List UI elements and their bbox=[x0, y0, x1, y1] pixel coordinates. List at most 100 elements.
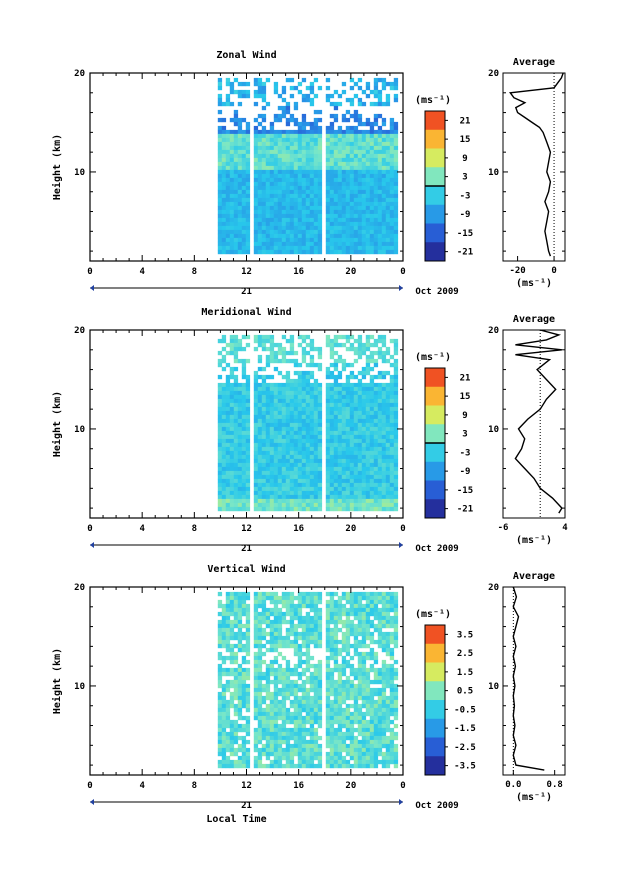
heatmap-cell bbox=[317, 751, 323, 757]
heatmap-cell bbox=[265, 245, 271, 251]
heatmap-cell bbox=[345, 137, 351, 143]
heatmap-cell bbox=[373, 450, 379, 456]
heatmap-cell bbox=[237, 125, 243, 131]
heatmap-cell bbox=[333, 631, 339, 637]
heatmap-cell bbox=[253, 133, 259, 139]
heatmap-cell bbox=[265, 667, 271, 673]
heatmap-cell bbox=[393, 149, 399, 155]
heatmap-cell bbox=[325, 221, 331, 227]
heatmap-cell bbox=[357, 470, 363, 476]
heatmap-cell bbox=[385, 165, 391, 171]
heatmap-cell bbox=[289, 498, 295, 504]
heatmap-cell bbox=[349, 711, 355, 717]
heatmap-cell bbox=[285, 639, 291, 645]
heatmap-cell bbox=[237, 398, 243, 404]
heatmap-cell bbox=[377, 201, 383, 207]
heatmap-cell bbox=[353, 635, 359, 641]
heatmap-cell bbox=[285, 233, 291, 239]
heatmap-cell bbox=[265, 466, 271, 472]
heatmap-cell bbox=[281, 241, 287, 247]
heatmap-cell bbox=[221, 699, 227, 705]
heatmap-cell bbox=[325, 751, 331, 757]
heatmap-cell bbox=[277, 619, 283, 625]
heatmap-cell bbox=[341, 482, 347, 488]
heatmap-cell bbox=[345, 663, 351, 669]
heatmap-cell bbox=[337, 354, 343, 360]
heatmap-cell bbox=[265, 631, 271, 637]
heatmap-cell bbox=[301, 390, 307, 396]
heatmap-cell bbox=[353, 494, 359, 500]
heatmap-cell bbox=[233, 145, 239, 151]
heatmap-cell bbox=[357, 671, 363, 677]
heatmap-cell bbox=[253, 478, 259, 484]
heatmap-cell bbox=[341, 603, 347, 609]
heatmap-cell bbox=[353, 611, 359, 617]
heatmap-cell bbox=[365, 627, 371, 633]
heatmap-cell bbox=[225, 591, 231, 597]
heatmap-cell bbox=[281, 382, 287, 388]
heatmap-cell bbox=[325, 647, 331, 653]
heatmap-cell bbox=[357, 169, 363, 175]
heatmap-cell bbox=[333, 173, 339, 179]
heatmap-cell bbox=[277, 450, 283, 456]
heatmap-cell bbox=[381, 494, 387, 500]
heatmap-cell bbox=[261, 390, 267, 396]
heatmap-cell bbox=[289, 410, 295, 416]
heatmap-cell bbox=[349, 735, 355, 741]
heatmap-cell bbox=[289, 615, 295, 621]
heatmap-cell bbox=[345, 209, 351, 215]
heatmap-cell bbox=[273, 731, 279, 737]
heatmap-cell bbox=[313, 169, 319, 175]
colorbar-tick-label: -15 bbox=[457, 229, 473, 239]
heatmap-cell bbox=[377, 410, 383, 416]
heatmap-cell bbox=[285, 189, 291, 195]
heatmap-cell bbox=[221, 145, 227, 151]
heatmap-cell bbox=[365, 462, 371, 468]
heatmap-cell bbox=[381, 402, 387, 408]
heatmap-cell bbox=[241, 695, 247, 701]
heatmap-cell bbox=[349, 470, 355, 476]
heatmap-cell bbox=[217, 442, 223, 448]
heatmap-cell bbox=[333, 599, 339, 605]
heatmap-cell bbox=[305, 350, 311, 356]
heatmap-cell bbox=[273, 494, 279, 500]
heatmap-cell bbox=[261, 454, 267, 460]
heatmap-cell bbox=[377, 334, 383, 340]
heatmap-cell bbox=[245, 671, 251, 677]
heatmap-cell bbox=[317, 498, 323, 504]
heatmap-cell bbox=[217, 406, 223, 412]
heatmap-cell bbox=[253, 731, 259, 737]
heatmap-cell bbox=[225, 362, 231, 368]
heatmap-cell bbox=[389, 398, 395, 404]
heatmap-cell bbox=[229, 430, 235, 436]
heatmap-cell bbox=[305, 711, 311, 717]
colorbar-segment bbox=[425, 480, 445, 500]
heatmap-cell bbox=[265, 695, 271, 701]
heatmap-cell bbox=[325, 442, 331, 448]
heatmap-cell bbox=[293, 643, 299, 649]
heatmap-cell bbox=[273, 506, 279, 512]
heatmap-cell bbox=[253, 145, 259, 151]
heatmap-cell bbox=[317, 245, 323, 251]
heatmap-cell bbox=[217, 153, 223, 159]
heatmap-cell bbox=[345, 362, 351, 368]
heatmap-cell bbox=[305, 157, 311, 163]
heatmap-cell bbox=[325, 506, 331, 512]
heatmap-cell bbox=[241, 659, 247, 665]
heatmap-cell bbox=[325, 470, 331, 476]
heatmap-cell bbox=[217, 189, 223, 195]
heatmap-cell bbox=[289, 454, 295, 460]
heatmap-cell bbox=[217, 237, 223, 243]
heatmap-cell bbox=[381, 434, 387, 440]
heatmap-cell bbox=[301, 466, 307, 472]
heatmap-cell bbox=[293, 438, 299, 444]
heatmap-cell bbox=[297, 611, 303, 617]
heatmap-cell bbox=[257, 201, 263, 207]
heatmap-cell bbox=[301, 133, 307, 139]
heatmap-cell bbox=[257, 739, 263, 745]
heatmap-cell bbox=[381, 205, 387, 211]
heatmap-cell bbox=[329, 727, 335, 733]
heatmap-cell bbox=[337, 607, 343, 613]
heatmap-cell bbox=[337, 691, 343, 697]
heatmap-cell bbox=[265, 719, 271, 725]
